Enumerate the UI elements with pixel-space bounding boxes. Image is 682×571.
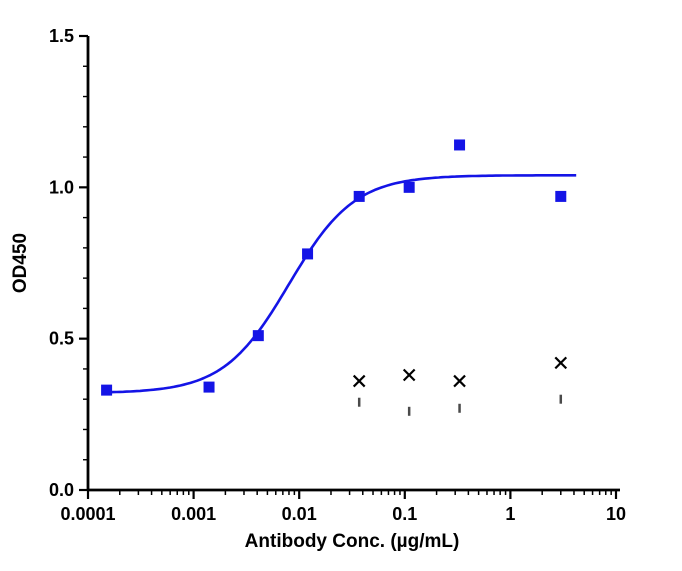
y-tick-label: 0.0 — [49, 480, 74, 500]
x-tick-label: 0.001 — [171, 504, 216, 524]
x-tick-label: 1 — [505, 504, 515, 524]
fit-curve — [106, 174, 577, 394]
series-antibody-dose-response — [101, 139, 567, 396]
x-axis-ticks: 0.0001 0.001 0.01 0.1 1 10 — [60, 490, 626, 524]
square-marker — [403, 181, 415, 193]
y-tick-label: 0.5 — [49, 329, 74, 349]
square-marker — [353, 190, 365, 202]
x-marker — [352, 374, 366, 388]
x-tick-label: 0.0001 — [60, 504, 115, 524]
y-axis-ticks: 0.0 0.5 1.0 1.5 — [49, 26, 88, 500]
x-axis-title: Antibody Conc. (µg/mL) — [245, 531, 460, 552]
series-control-dash — [357, 394, 563, 416]
x-tick-label: 0.1 — [392, 504, 417, 524]
x-marker — [402, 368, 416, 382]
x-marker — [554, 356, 568, 370]
y-tick-label: 1.0 — [49, 177, 74, 197]
x-tick-label: 0.01 — [282, 504, 317, 524]
axes — [86, 36, 620, 492]
x-tick-label: 10 — [606, 504, 626, 524]
square-marker — [454, 139, 466, 151]
square-marker — [302, 248, 314, 260]
y-tick-label: 1.5 — [49, 26, 74, 46]
series-control-cross — [352, 356, 568, 388]
square-marker — [101, 384, 113, 396]
x-marker — [453, 374, 466, 388]
square-marker — [203, 381, 215, 393]
square-marker — [555, 190, 567, 202]
y-axis-title: OD450 — [10, 233, 31, 293]
square-marker — [252, 330, 264, 342]
